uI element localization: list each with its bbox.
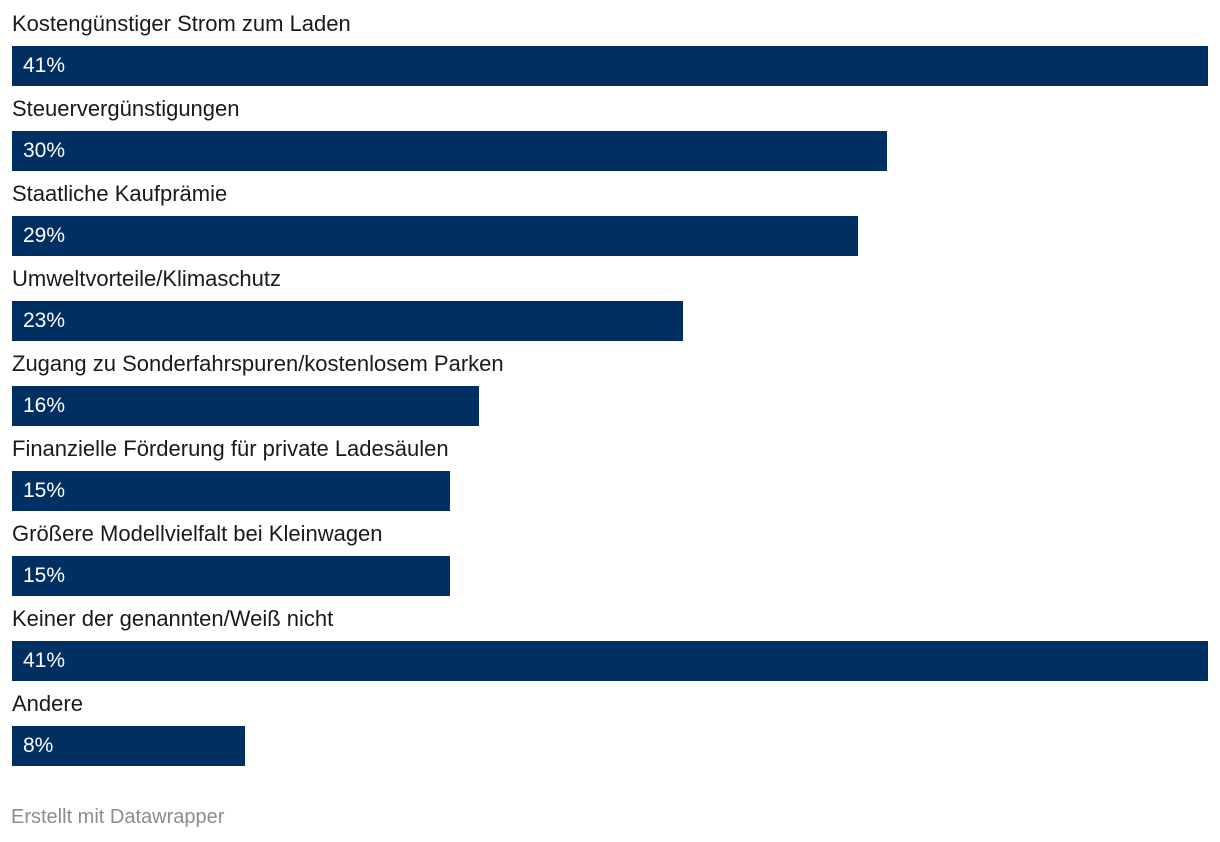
bar-value-label: 29% <box>23 224 66 247</box>
bar: 16% <box>12 386 479 426</box>
chart-row: Finanzielle Förderung für private Ladesä… <box>12 425 1208 511</box>
chart-row: Umweltvorteile/Klimaschutz 23% <box>12 255 1208 341</box>
chart-row: Staatliche Kaufprämie 29% <box>12 170 1208 256</box>
chart-row: Andere 8% <box>12 680 1208 766</box>
bar-value-label: 16% <box>23 394 66 417</box>
category-label: Größere Modellvielfalt bei Kleinwagen <box>12 521 383 546</box>
bar-value-label: 41% <box>23 649 66 672</box>
category-label: Umweltvorteile/Klimaschutz <box>12 266 281 291</box>
bar-value-label: 15% <box>23 479 66 502</box>
bar: 8% <box>12 726 245 766</box>
chart-row: Zugang zu Sonderfahrspuren/kostenlosem P… <box>12 340 1208 426</box>
category-label: Steuervergünstigungen <box>12 96 240 121</box>
bar-value-label: 41% <box>23 54 66 77</box>
bar-value-label: 23% <box>23 309 66 332</box>
category-label: Staatliche Kaufprämie <box>12 181 228 206</box>
bar: 30% <box>12 131 887 171</box>
bar: 15% <box>12 556 450 596</box>
chart-row: Steuervergünstigungen 30% <box>12 85 1208 171</box>
category-label: Keiner der genannten/Weiß nicht <box>12 606 334 631</box>
bar: 41% <box>12 46 1208 86</box>
chart-row: Größere Modellvielfalt bei Kleinwagen 15% <box>12 510 1208 596</box>
datawrapper-credit[interactable]: Erstellt mit Datawrapper <box>11 806 225 828</box>
bar: 15% <box>12 471 450 511</box>
category-label: Kostengünstiger Strom zum Laden <box>12 11 351 36</box>
bar: 29% <box>12 216 858 256</box>
bar: 23% <box>12 301 683 341</box>
chart-row: Kostengünstiger Strom zum Laden 41% <box>12 0 1208 86</box>
chart-row: Keiner der genannten/Weiß nicht 41% <box>12 595 1208 681</box>
bar-value-label: 30% <box>23 139 66 162</box>
bar-value-label: 15% <box>23 564 66 587</box>
category-label: Andere <box>12 691 83 716</box>
category-label: Zugang zu Sonderfahrspuren/kostenlosem P… <box>12 351 504 376</box>
bar-value-label: 8% <box>23 734 54 757</box>
category-label: Finanzielle Förderung für private Ladesä… <box>12 436 449 461</box>
bar: 41% <box>12 641 1208 681</box>
bar-chart: Kostengünstiger Strom zum Laden 41% Steuer… <box>12 0 1208 780</box>
